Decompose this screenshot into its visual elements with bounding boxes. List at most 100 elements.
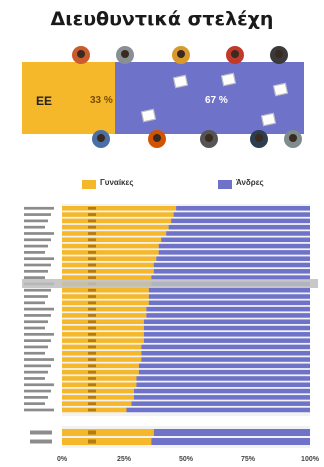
country-label-placeholder <box>24 288 51 292</box>
bar-men <box>138 363 310 369</box>
bar-men <box>143 319 310 324</box>
country-label-placeholder <box>24 244 48 248</box>
bar-women <box>62 306 147 312</box>
bar-men <box>153 262 310 268</box>
legend-swatch-women <box>82 180 96 189</box>
women-value-label <box>88 395 97 399</box>
bar-men <box>158 250 310 255</box>
women-value-label <box>88 339 97 342</box>
country-label-placeholder <box>24 408 54 412</box>
bar-men <box>133 388 310 394</box>
women-value-label <box>88 244 97 248</box>
women-value-label <box>88 358 97 361</box>
women-value-label <box>88 307 97 311</box>
bar-women <box>62 256 157 261</box>
country-label-placeholder <box>24 232 54 235</box>
country-label-placeholder <box>24 251 45 254</box>
legend-swatch-men <box>218 180 232 189</box>
bar-women <box>62 388 134 394</box>
women-share-block <box>22 62 116 134</box>
women-value-label <box>88 314 97 317</box>
bar-women <box>62 357 142 362</box>
bar-women <box>62 218 172 224</box>
women-value-label <box>88 408 97 412</box>
bar-women <box>62 401 132 406</box>
country-label-placeholder <box>24 307 54 311</box>
bar-women <box>62 344 142 350</box>
bar-men <box>136 382 310 388</box>
bar-men <box>131 401 310 406</box>
bar-women <box>62 262 154 268</box>
bar-men <box>141 357 310 362</box>
x-tick-label: 50% <box>179 456 194 463</box>
summary-bar-men <box>153 429 310 436</box>
women-value-label <box>88 320 97 324</box>
women-value-label <box>88 276 97 279</box>
bar-women <box>62 325 144 331</box>
bar-women <box>62 224 169 230</box>
bar-men <box>143 332 310 337</box>
country-label-placeholder <box>24 238 51 242</box>
country-label-placeholder <box>24 219 48 223</box>
bar-men <box>146 313 310 318</box>
women-value-label <box>88 257 97 261</box>
bar-women <box>62 376 137 381</box>
summary-bar-women <box>62 438 152 445</box>
country-label-placeholder <box>24 320 48 324</box>
country-label-placeholder <box>24 395 48 399</box>
women-value-label <box>88 301 97 305</box>
bar-men <box>148 300 310 306</box>
women-value-label <box>88 232 97 235</box>
bar-men <box>166 231 310 236</box>
person-icon <box>250 130 268 148</box>
bar-men <box>143 325 310 331</box>
bar-women <box>62 237 162 243</box>
women-value-label <box>88 377 97 380</box>
person-icon <box>148 130 166 148</box>
summary-bar-men <box>151 438 310 445</box>
bar-men <box>141 350 310 356</box>
country-label-placeholder <box>24 269 48 273</box>
region-label: ΕΕ <box>36 94 53 108</box>
bar-men <box>133 395 310 400</box>
women-value-label <box>88 402 97 406</box>
women-value-label <box>88 351 97 355</box>
bar-men <box>148 294 310 299</box>
person-icon <box>200 130 218 148</box>
bar-men <box>146 306 310 312</box>
bar-men <box>173 212 310 217</box>
country-label-placeholder <box>24 358 54 361</box>
bar-men <box>126 407 310 413</box>
bar-women <box>62 250 159 255</box>
country-label-placeholder <box>24 377 45 380</box>
women-value-label <box>88 332 97 336</box>
country-label-placeholder <box>24 225 45 229</box>
country-label-placeholder <box>24 301 45 305</box>
bar-women <box>62 206 177 211</box>
x-tick-label: 0% <box>57 456 68 463</box>
bar-women <box>62 275 152 280</box>
bar-women <box>62 269 154 274</box>
country-label-placeholder <box>24 276 45 279</box>
women-value-label <box>88 326 97 330</box>
women-value-label <box>88 225 97 229</box>
bar-men <box>143 338 310 343</box>
country-label-placeholder <box>24 263 51 267</box>
women-value-label <box>88 295 97 298</box>
women-value-label <box>88 206 97 210</box>
bar-women <box>62 294 149 299</box>
bar-women <box>62 212 174 217</box>
person-icon <box>92 130 110 148</box>
women-value-label <box>88 370 97 374</box>
person-icon <box>226 46 244 64</box>
bar-women <box>62 338 144 343</box>
bar-women <box>62 231 167 236</box>
bar-men <box>136 376 310 381</box>
bar-women <box>62 363 139 369</box>
country-label-placeholder <box>24 383 54 387</box>
bar-men <box>151 275 310 280</box>
country-label-placeholder <box>24 257 54 261</box>
overlay-banner <box>22 279 318 288</box>
country-label-placeholder <box>24 364 51 368</box>
